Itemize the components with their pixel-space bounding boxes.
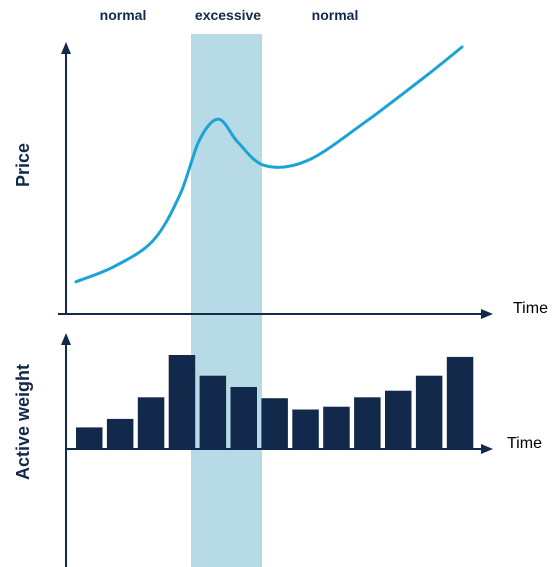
active-weight-bar bbox=[415, 375, 443, 449]
active-weight-bar bbox=[261, 398, 288, 449]
excessive-highlight-band bbox=[191, 34, 262, 567]
active-weight-bar bbox=[76, 427, 103, 449]
active-weight-bar bbox=[230, 387, 257, 449]
active-weight-bar bbox=[106, 418, 134, 449]
active-weight-bar bbox=[168, 355, 196, 449]
region-label-normal-2: normal bbox=[312, 7, 359, 23]
weight-x-axis-arrowhead bbox=[481, 444, 493, 454]
price-y-axis-label: Price bbox=[13, 143, 33, 187]
active-weight-bar bbox=[446, 356, 474, 449]
weight-y-axis-arrowhead bbox=[61, 333, 71, 345]
active-weight-bar bbox=[385, 390, 412, 449]
weight-x-axis-label: Time bbox=[507, 435, 542, 452]
active-weight-bars bbox=[76, 355, 474, 449]
active-weight-bar bbox=[323, 406, 350, 449]
price-series-line bbox=[74, 45, 464, 284]
price-x-axis-label: Time bbox=[513, 300, 548, 317]
price-y-axis-arrowhead bbox=[61, 42, 71, 54]
weight-y-axis-label: Active weight bbox=[13, 364, 33, 480]
region-label-excessive: excessive bbox=[195, 7, 261, 23]
region-label-normal-1: normal bbox=[100, 7, 147, 23]
active-weight-bar bbox=[292, 409, 319, 449]
price-x-axis-arrowhead bbox=[481, 309, 493, 319]
active-weight-bar bbox=[137, 397, 165, 449]
active-weight-bar bbox=[199, 375, 227, 449]
active-weight-bar bbox=[354, 397, 381, 449]
